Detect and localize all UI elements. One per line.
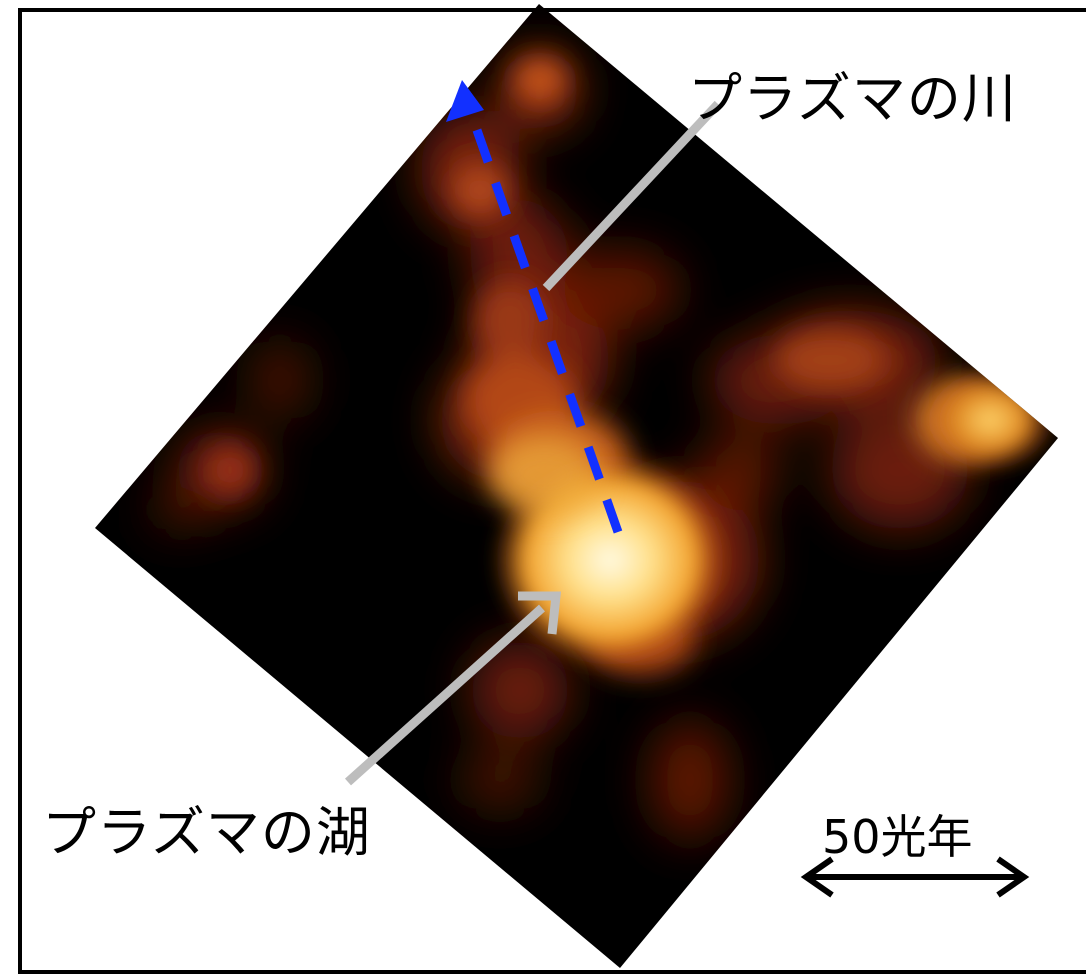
flow-arrowhead-icon bbox=[446, 80, 484, 122]
plasma-emission bbox=[150, 50, 1058, 840]
lake-pointer-arrow bbox=[344, 604, 546, 786]
scale-left-arrowhead-icon bbox=[800, 856, 834, 898]
scale-label: 50光年 bbox=[822, 810, 973, 864]
lake-label: プラズマの湖 bbox=[42, 801, 371, 864]
flow-arrow-icon bbox=[467, 114, 623, 534]
lake-arrowhead-icon bbox=[518, 591, 561, 635]
scale-right-arrowhead-icon bbox=[996, 856, 1030, 898]
river-pointer-line bbox=[542, 100, 722, 292]
river-label: プラズマの川 bbox=[688, 67, 1017, 130]
